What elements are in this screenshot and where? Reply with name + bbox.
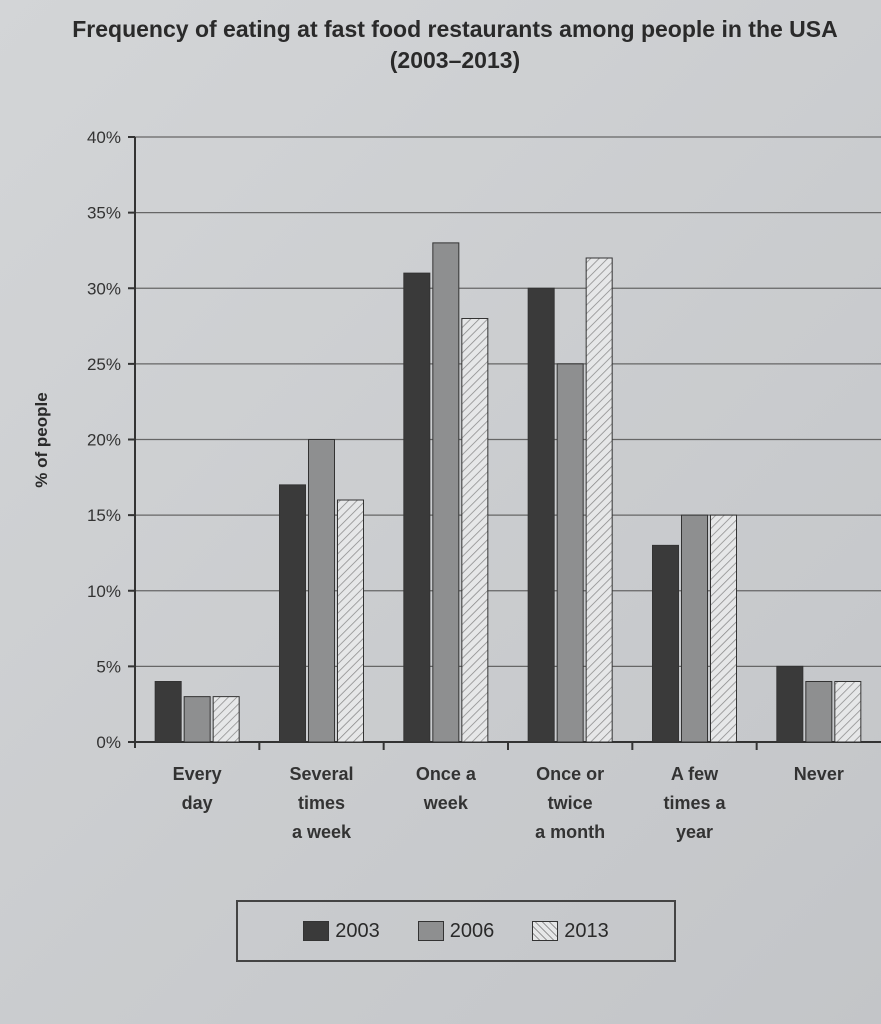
x-tick-label: a month — [535, 822, 605, 842]
bar-2006-0 — [183, 696, 211, 743]
y-tick-label: 40% — [87, 128, 121, 147]
legend-swatch — [532, 921, 559, 941]
legend: 2003 2006 2013 — [236, 900, 676, 962]
chart-title: Frequency of eating at fast food restaur… — [72, 16, 838, 73]
bar-2003-2 — [403, 272, 431, 743]
y-tick-label: 10% — [87, 582, 121, 601]
x-tick-label: Several — [289, 764, 353, 784]
bar-2013-2 — [461, 318, 489, 743]
bar-2006-1 — [308, 439, 335, 743]
bar-2006-4 — [681, 514, 708, 743]
y-tick-label: 25% — [87, 355, 121, 374]
legend-label: 2013 — [564, 919, 609, 942]
x-tick-label: Never — [794, 764, 844, 784]
legend-item: 2006 — [417, 919, 495, 943]
y-tick-label: 15% — [87, 506, 121, 525]
bar-2006-5 — [805, 681, 833, 743]
y-tick-label: 30% — [87, 279, 121, 298]
bar-2013-1 — [337, 499, 364, 743]
legend-swatch — [417, 921, 444, 941]
legend-item: 2003 — [303, 920, 380, 943]
legend-item: 2013 — [532, 920, 609, 943]
bar-2006-2 — [432, 242, 460, 743]
x-tick-label: year — [676, 822, 713, 842]
bar-2003-3 — [527, 287, 555, 743]
x-tick-label: times — [298, 793, 345, 813]
bar-2013-0 — [212, 696, 240, 743]
bar-2003-1 — [279, 484, 306, 743]
bar-2013-4 — [710, 514, 737, 743]
legend-label: 2006 — [449, 919, 495, 942]
x-tick-label: times a — [663, 793, 726, 813]
legend-label: 2003 — [335, 919, 380, 942]
x-tick-label: twice — [548, 793, 593, 813]
x-tick-label: a week — [292, 822, 352, 842]
bar-2013-3 — [585, 257, 613, 743]
bar-2003-0 — [154, 681, 182, 743]
bar-2003-5 — [776, 665, 804, 743]
y-tick-label: 20% — [87, 431, 121, 450]
y-tick-label: 0% — [96, 733, 121, 752]
x-tick-label: week — [423, 793, 469, 813]
x-tick-label: A few — [671, 764, 719, 784]
x-tick-label: Every — [173, 764, 222, 784]
y-tick-label: 35% — [87, 204, 121, 223]
x-tick-label: Once a — [416, 764, 477, 784]
y-tick-label: 5% — [96, 657, 121, 676]
bar-2006-3 — [556, 363, 584, 743]
bar-2003-4 — [652, 544, 679, 743]
x-tick-label: day — [182, 793, 213, 813]
x-tick-label: Once or — [536, 764, 604, 784]
legend-swatch — [303, 921, 330, 941]
bar-2013-5 — [834, 681, 862, 743]
